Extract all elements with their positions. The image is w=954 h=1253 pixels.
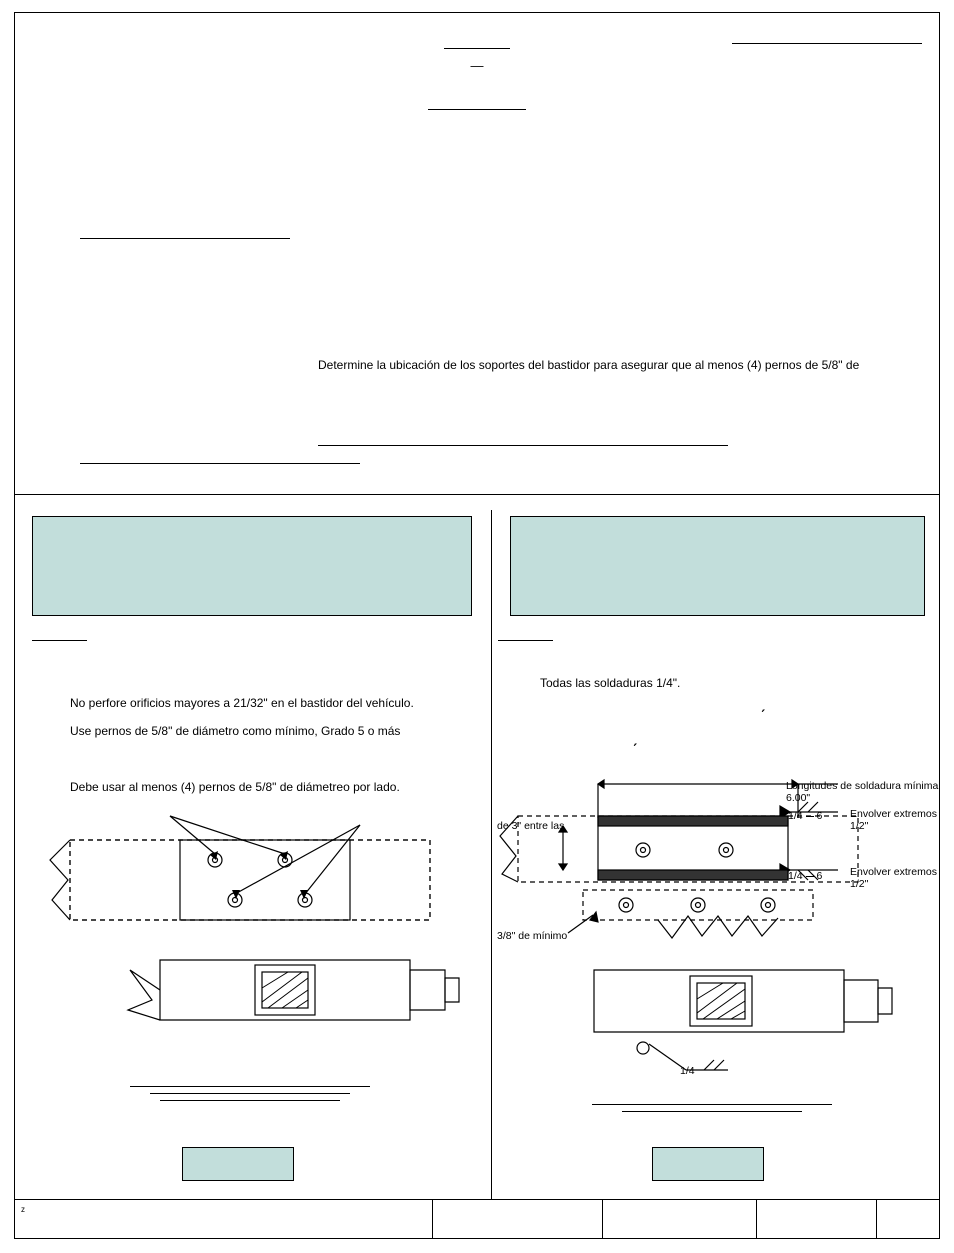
bottom-cell-1: z [15,1200,433,1239]
bottom-cell-4 [757,1200,877,1239]
title-dash: — [471,58,484,73]
mid-underline-1 [318,445,728,446]
column-divider [491,510,492,1199]
right-figure [498,770,938,1100]
bottom-cell-2 [433,1200,603,1239]
left-p3: Debe usar al menos (4) pernos de 5/8" de… [70,776,400,798]
caret-2: ˊ [632,740,638,762]
caret-1: ˊ [760,706,766,728]
para-line1: Determine la ubicación de los soportes d… [318,354,914,376]
left-small-ul [32,640,87,641]
sub-title: ________ [428,94,526,110]
section-heading-1: _______ [80,224,290,239]
right-r1: Todas las soldaduras 1/4". [540,672,680,694]
left-small-teal [182,1147,294,1181]
right-small-ul [498,640,553,641]
right-small-teal [652,1147,764,1181]
bottom-cell-3 [603,1200,757,1239]
main-title: _______ [444,30,510,49]
mid-underline-2 [80,463,360,464]
left-fig-caption [120,1080,380,1101]
left-figure [40,810,470,1090]
bottom-row: z [15,1199,940,1239]
right-fig-caption [582,1098,842,1112]
left-p1: No perfore orificios mayores a 21/32" en… [70,692,414,714]
middle-horizontal-divider [15,494,940,495]
left-p2: Use pernos de 5/8" de diámetro como míni… [70,720,400,742]
left-teal-box [32,516,472,616]
z-char: z [21,1205,25,1214]
right-teal-box [510,516,925,616]
top-right-underline [732,30,922,44]
bottom-cell-5 [877,1200,940,1239]
